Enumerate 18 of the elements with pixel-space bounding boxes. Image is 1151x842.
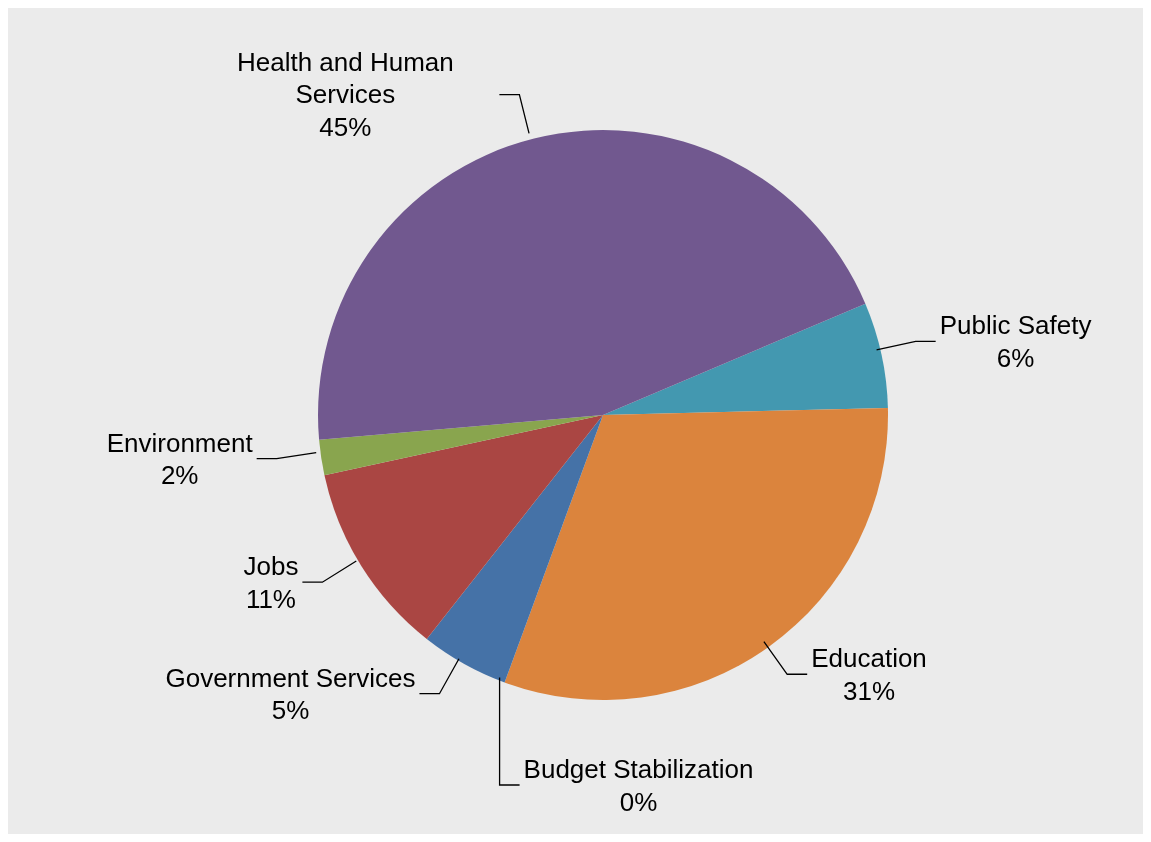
- slice-label: Government Services: [165, 661, 416, 694]
- slice-label: Jobs: [243, 549, 299, 583]
- data-label: 5%: [270, 693, 311, 727]
- slice-label: Public Safety: [939, 308, 1092, 342]
- data-label: 11%: [244, 582, 297, 615]
- pie-slice: [603, 303, 888, 415]
- data-label: 2%: [159, 458, 200, 492]
- text: 0%: [619, 786, 658, 816]
- data-label: 45%: [318, 110, 373, 144]
- data-label: 31%: [842, 674, 897, 707]
- pie-slice: [426, 415, 603, 683]
- category-label: Budget Stabilization: [523, 753, 754, 784]
- slice-label: Environment: [106, 426, 253, 459]
- pie-slice: [324, 415, 603, 639]
- slice-label: Education: [811, 641, 927, 675]
- pie-slice: [319, 415, 603, 476]
- slice-label: Health and Human Services: [236, 45, 455, 111]
- data-label: 6%: [995, 341, 1036, 374]
